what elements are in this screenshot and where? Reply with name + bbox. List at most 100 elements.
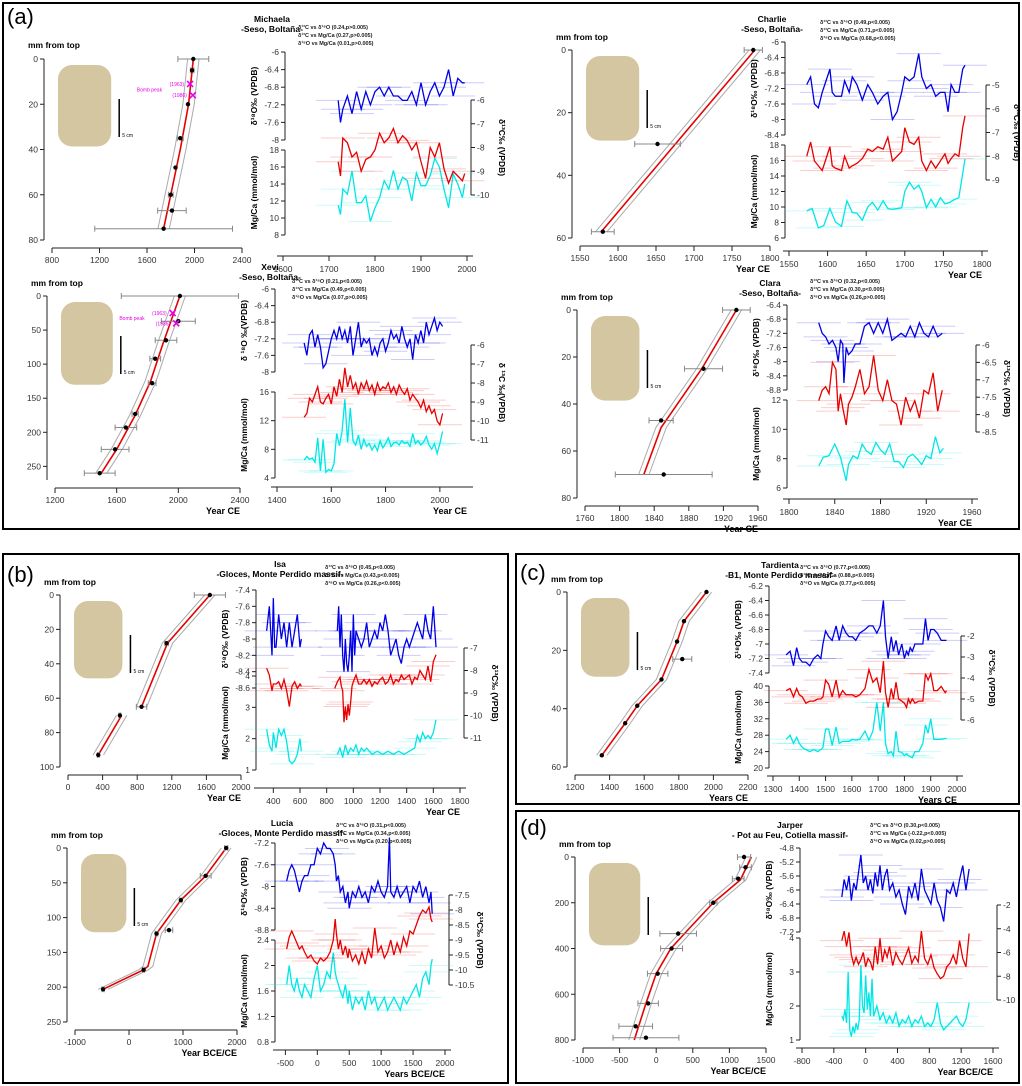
age-y-tick-label: 0 — [561, 45, 566, 55]
proxy-x-tick-label: 1800 — [973, 259, 992, 269]
tick-label: -8 — [455, 905, 463, 915]
mgca-axis: 0.8 1.2 1.6 2 2.4 — [257, 935, 276, 1047]
scale-bar-label: 5 cm — [650, 124, 661, 130]
proxy-x-tick-label: 1700 — [895, 259, 914, 269]
tick-label: -6.8 — [766, 314, 781, 324]
tick-label: 4 — [264, 473, 269, 483]
tick-label: -6.8 — [748, 625, 763, 635]
proxy-x-label: Year CE — [948, 270, 982, 280]
age-model-line — [97, 714, 123, 756]
proxy-x-tick-label: 0 — [315, 1058, 320, 1068]
date-point — [633, 1024, 638, 1029]
proxy-x-tick-label: 1600 — [842, 784, 861, 794]
correlation-text: δ¹³C vs δ¹⁸O (0.32,p<0.005) — [810, 278, 880, 285]
tick-label: -11 — [477, 435, 489, 445]
age-x-tick-label: 1200 — [46, 495, 65, 505]
bomb-peak-marker — [172, 319, 180, 327]
tick-label: -6.4 — [264, 65, 279, 75]
scale-bar-label: 5 cm — [133, 669, 144, 675]
tick-label: -8 — [477, 143, 485, 153]
chart-subtitle: -Seso, Boltaña- — [239, 272, 301, 282]
tick-label: 1 — [789, 1035, 794, 1045]
age-x-tick-label: 1840 — [645, 513, 664, 523]
proxy-x-tick-label: -800 — [793, 1056, 810, 1066]
scale-bar-label: 5 cm — [640, 666, 651, 672]
mgca-axis-label: Mg/Ca (mmol/mol) — [733, 690, 743, 764]
proxy-x-tick-label: 1600 — [424, 796, 443, 806]
age-model-jarper: 0 200 400 600 800-1000 -500 0 500 1000 1500 mm fro… — [555, 839, 776, 1076]
correlation-text: δ¹³C vs δ¹⁸O (0.49,p<0.005) — [820, 19, 890, 26]
age-y-label: mm from top — [556, 32, 608, 42]
tick-label: 18 — [270, 145, 280, 155]
bomb-peak-marker — [189, 91, 197, 99]
tick-label: -7.4 — [235, 585, 250, 595]
age-y-tick-label: 40 — [29, 145, 39, 155]
proxy-x-tick-label: 1200 — [371, 796, 390, 806]
age-model-line — [633, 856, 753, 1041]
tick-label: 12 — [770, 187, 780, 197]
date-point — [168, 192, 173, 197]
proxy-x-tick-label: 2000 — [436, 1058, 455, 1068]
tick-label: -7.6 — [254, 350, 269, 360]
date-point — [100, 987, 106, 992]
correlation-text: δ¹³C vs Mg/Ca (0.27,p>0.005) — [298, 32, 373, 39]
tick-label: -5.2 — [779, 857, 794, 867]
proxy-x-tick-label: 1700 — [320, 264, 339, 274]
age-model-clara: 0 20 40 60 80 1760 1800 1840 1880 1920 1960 mm from… — [561, 292, 768, 534]
age-y-tick-label: 400 — [555, 944, 569, 954]
age-x-tick-label: 1200 — [162, 782, 181, 792]
date-point — [661, 472, 666, 477]
age-y-tick-label: 20 — [562, 352, 572, 362]
d18O-axis: -7.4 -7.2 -7 -6.8 -6.6 -6.4 -6.2 — [748, 581, 770, 678]
d18O-line — [266, 598, 302, 656]
tick-label: -7 — [477, 119, 485, 129]
age-y-tick-label: 0 — [49, 590, 54, 600]
tick-label: -10 — [1003, 995, 1016, 1005]
d13C-line — [266, 668, 302, 707]
tick-label: -7 — [470, 643, 478, 653]
tick-label: -9 — [470, 688, 478, 698]
age-y-label: mm from top — [559, 839, 611, 849]
d13C-axis: -10 -9 -8 -7 -6 — [470, 95, 490, 200]
d13C-axis-label: δ¹³C‰ (VPDB) — [490, 664, 500, 721]
correlation-text: δ¹⁸O vs Mg/Ca (0.26,p<0.005) — [325, 580, 401, 587]
panel-label-a: (a) — [7, 4, 34, 29]
tick-label: -8 — [773, 357, 781, 367]
age-x-tick-label: 1550 — [571, 253, 590, 263]
proxy-michaela: -8 -7.6 -7.2 -6.8 -6.4 -6 -10 -9 -8 -7 -6 8 10 12 14 16… — [241, 14, 507, 274]
date-point — [166, 927, 172, 933]
tick-label: -7 — [982, 375, 990, 385]
d13C-line — [337, 126, 466, 186]
proxy-x-tick-label: 1900 — [412, 264, 431, 274]
tick-label: -8.5 — [455, 920, 470, 930]
date-point — [674, 639, 680, 644]
stalagmite-photo — [81, 854, 127, 933]
stalagmite-photo — [591, 316, 640, 401]
mgca-line — [785, 702, 947, 759]
age-x-tick-label: 1200 — [90, 255, 109, 265]
mgca-axis-label: Mg/Ca (mmol/mol) — [249, 156, 259, 230]
age-x-tick-label: 1960 — [749, 513, 768, 523]
age-y-tick-label: 40 — [552, 704, 562, 714]
tick-label: -8 — [271, 135, 279, 145]
stalagmite-photo — [589, 863, 641, 946]
tick-label: -8 — [242, 634, 250, 644]
d13C-line — [303, 367, 444, 427]
age-x-tick-label: 2000 — [228, 1037, 247, 1047]
tick-label: 6 — [776, 483, 781, 493]
proxy-x-tick-label: 1960 — [963, 507, 982, 517]
proxy-x-tick-label: 1400 — [790, 784, 809, 794]
age-envelope — [648, 309, 742, 475]
proxy-charlie: -8.4 -8 -7.6 -7.2 -6.8 -6.4 -6 -9 -8 -7 -6 -5 6 8 10 12… — [741, 14, 1022, 280]
age-y-tick-label: 0 — [564, 852, 569, 862]
age-envelope — [596, 591, 702, 756]
date-point — [185, 102, 191, 107]
age-envelope — [95, 295, 175, 474]
correlation-text: δ¹⁸O vs Mg/Ca (0.20,p<0.005) — [336, 838, 412, 845]
tick-label: 14 — [270, 179, 280, 189]
correlation-text: δ¹³C vs δ¹⁸O (0.24,p>0.005) — [298, 24, 368, 31]
correlation-text: δ¹³C vs δ¹⁸O (0.31,p<0.005) — [336, 822, 406, 829]
correlation-text: δ¹³C vs Mg/Ca (0.49,p<0.005) — [292, 286, 367, 293]
proxy-x-tick-label: 400 — [266, 796, 280, 806]
